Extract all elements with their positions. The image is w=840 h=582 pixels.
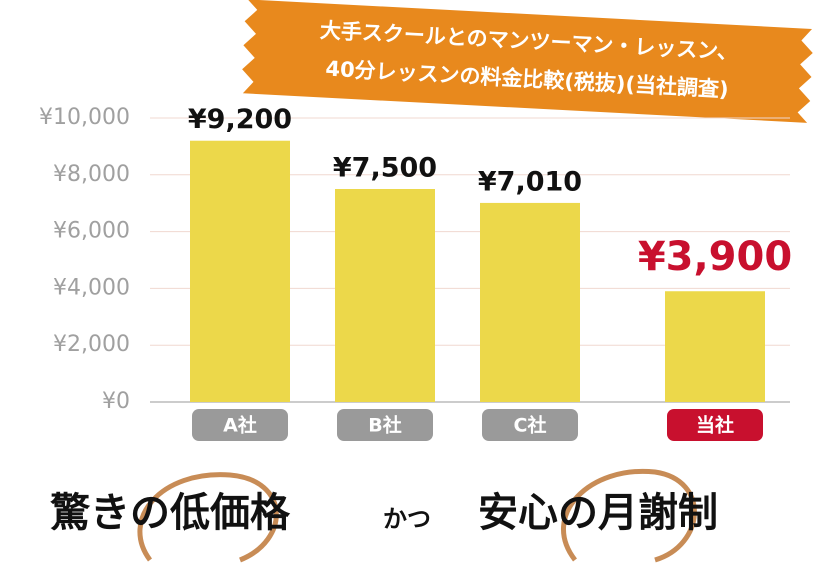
x-tick-label: B社 — [368, 414, 401, 437]
slogan: 驚きの低価格 — [50, 490, 291, 536]
decoration — [137, 468, 697, 563]
category-pill — [192, 409, 288, 441]
plot: ¥0 ¥2,000 ¥4,000 ¥6,000 ¥8,000 ¥10,000 ¥9,200 A… — [39, 104, 792, 441]
y-tick-label: ¥8,000 — [53, 162, 130, 187]
x-tick-label: C社 — [514, 414, 547, 437]
y-tick-label: ¥10,000 — [39, 105, 130, 130]
y-tick-label: ¥4,000 — [53, 275, 130, 300]
bar — [335, 189, 435, 402]
bar — [665, 291, 765, 402]
value-label: ¥7,500 — [333, 153, 437, 184]
x-tick-label: A社 — [223, 414, 257, 437]
value-label: ¥7,010 — [478, 166, 582, 197]
y-tick-label: ¥6,000 — [53, 219, 130, 244]
y-tick-label: ¥0 — [102, 389, 130, 414]
slogan: かつ — [383, 505, 431, 533]
swirl — [561, 468, 697, 563]
value-label: ¥9,200 — [188, 104, 292, 135]
category-pill — [337, 409, 433, 441]
bar — [190, 140, 290, 402]
category-pill — [667, 409, 763, 441]
value-label: ¥3,900 — [638, 234, 792, 280]
category-pill — [482, 409, 578, 441]
y-tick-label: ¥2,000 — [53, 332, 130, 357]
banner-shape — [242, 0, 813, 123]
x-tick-label: 当社 — [696, 414, 734, 437]
title-banner: 大手スクールとのマンツーマン・レッスン、 40分レッスンの料金比較(税抜)(当社… — [242, 0, 813, 123]
slogan: 安心の月謝制 — [478, 490, 718, 536]
bar — [480, 202, 580, 402]
swirl — [137, 472, 279, 563]
